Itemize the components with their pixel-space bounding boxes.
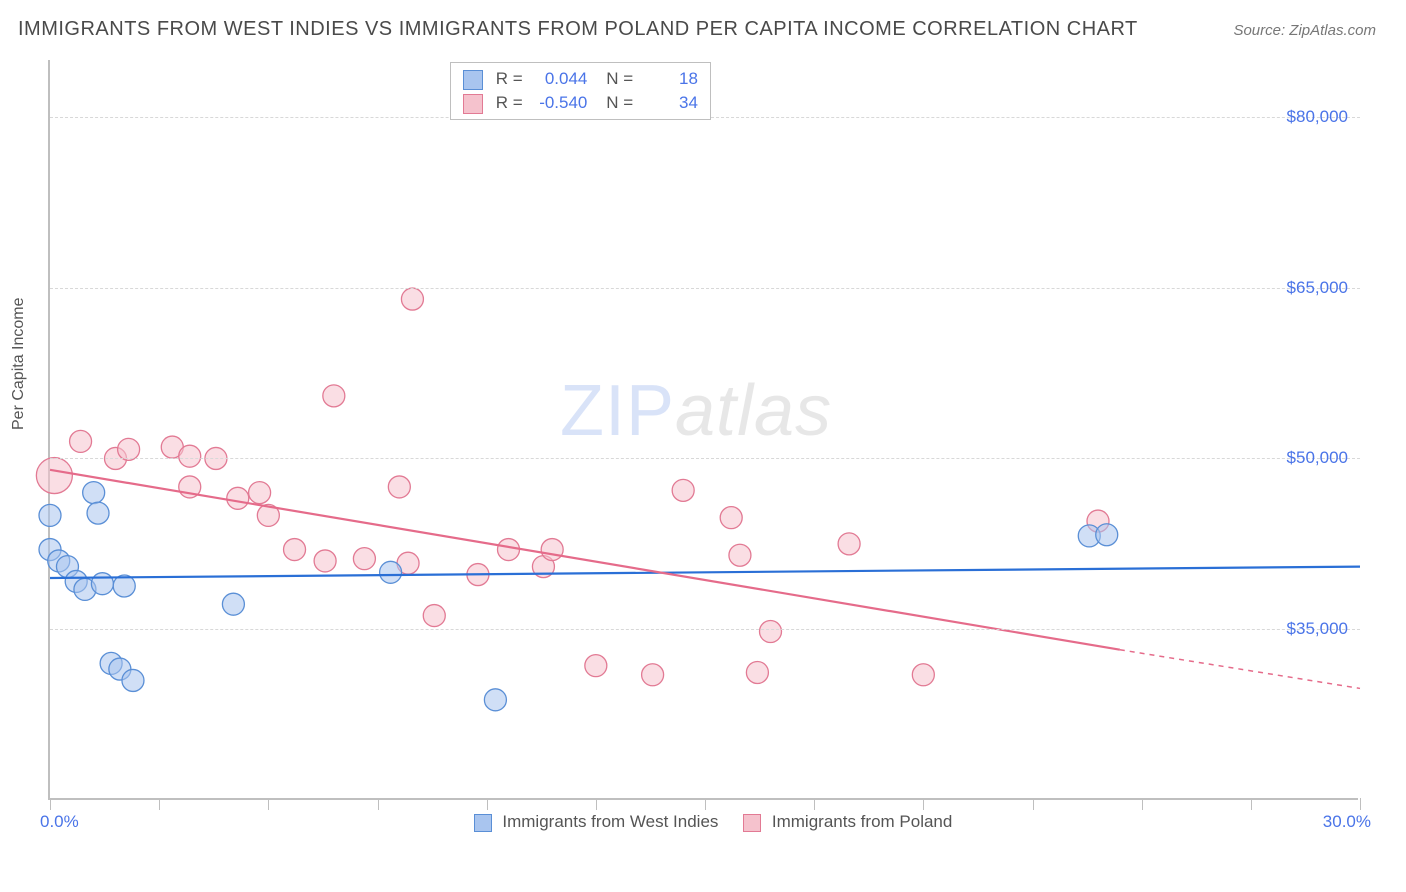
y-axis-title: Per Capita Income	[10, 297, 28, 430]
legend-label-2: Immigrants from Poland	[772, 812, 952, 831]
x-tick	[50, 798, 51, 810]
trend-line-west-indies	[50, 567, 1360, 578]
scatter-point	[380, 561, 402, 583]
r-label: R =	[496, 93, 528, 112]
scatter-point	[87, 502, 109, 524]
x-tick	[1142, 798, 1143, 810]
y-tick-label: $35,000	[1287, 619, 1348, 639]
scatter-point	[314, 550, 336, 572]
scatter-point	[284, 539, 306, 561]
scatter-point	[36, 458, 72, 494]
x-tick	[1360, 798, 1361, 810]
y-tick-label: $50,000	[1287, 448, 1348, 468]
scatter-point	[388, 476, 410, 498]
scatter-point	[179, 445, 201, 467]
trend-line-poland	[50, 470, 1120, 650]
scatter-point	[323, 385, 345, 407]
n-value-1: 18	[638, 67, 698, 91]
stats-row-2: R = -0.540 N = 34	[463, 91, 698, 115]
n-label: N =	[606, 69, 638, 88]
scatter-point	[423, 605, 445, 627]
x-tick	[1251, 798, 1252, 810]
x-tick	[814, 798, 815, 810]
y-tick-label: $80,000	[1287, 107, 1348, 127]
legend-swatch-1	[474, 814, 492, 832]
scatter-point	[39, 504, 61, 526]
n-label: N =	[606, 93, 638, 112]
scatter-point	[70, 430, 92, 452]
stats-swatch-2	[463, 94, 483, 114]
x-tick	[705, 798, 706, 810]
x-tick	[487, 798, 488, 810]
y-tick-label: $65,000	[1287, 278, 1348, 298]
gridline	[50, 458, 1360, 459]
scatter-point	[401, 288, 423, 310]
scatter-point	[118, 438, 140, 460]
legend-swatch-2	[743, 814, 761, 832]
trend-line-poland-dashed	[1120, 650, 1360, 689]
stats-box: R = 0.044 N = 18 R = -0.540 N = 34	[450, 62, 711, 120]
scatter-point	[484, 689, 506, 711]
r-value-1: 0.044	[527, 67, 587, 91]
scatter-point	[222, 593, 244, 615]
n-value-2: 34	[638, 91, 698, 115]
scatter-point	[585, 655, 607, 677]
scatter-point	[760, 621, 782, 643]
scatter-point	[353, 548, 375, 570]
chart-title: IMMIGRANTS FROM WEST INDIES VS IMMIGRANT…	[18, 18, 1138, 41]
scatter-point	[227, 487, 249, 509]
x-tick	[923, 798, 924, 810]
x-tick	[378, 798, 379, 810]
x-tick	[596, 798, 597, 810]
scatter-point	[498, 539, 520, 561]
r-label: R =	[496, 69, 528, 88]
scatter-point	[838, 533, 860, 555]
source-label: Source: ZipAtlas.com	[1233, 22, 1376, 39]
scatter-point	[91, 573, 113, 595]
scatter-point	[672, 479, 694, 501]
scatter-point	[746, 661, 768, 683]
gridline	[50, 288, 1360, 289]
scatter-point	[642, 664, 664, 686]
scatter-point	[83, 482, 105, 504]
scatter-svg	[50, 60, 1360, 800]
gridline	[50, 629, 1360, 630]
x-tick	[268, 798, 269, 810]
x-tick	[159, 798, 160, 810]
scatter-point	[541, 539, 563, 561]
r-value-2: -0.540	[527, 91, 587, 115]
bottom-legend: Immigrants from West Indies Immigrants f…	[0, 812, 1406, 832]
scatter-point	[249, 482, 271, 504]
scatter-point	[122, 669, 144, 691]
stats-row-1: R = 0.044 N = 18	[463, 67, 698, 91]
scatter-point	[729, 544, 751, 566]
scatter-point	[912, 664, 934, 686]
stats-swatch-1	[463, 70, 483, 90]
chart-plot-area: $35,000 $50,000 $65,000 $80,000	[48, 60, 1358, 800]
scatter-point	[1096, 524, 1118, 546]
scatter-point	[720, 507, 742, 529]
x-tick	[1033, 798, 1034, 810]
legend-label-1: Immigrants from West Indies	[502, 812, 718, 831]
